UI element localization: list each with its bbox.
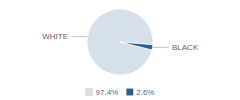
legend-item: 97.4% xyxy=(86,88,119,97)
pie xyxy=(87,9,153,75)
slice-label: BLACK xyxy=(172,43,199,52)
leader-line xyxy=(71,36,87,37)
pie-slice xyxy=(120,42,153,50)
legend-label: 2.6% xyxy=(136,88,154,97)
legend-label: 97.4% xyxy=(96,88,119,97)
legend-swatch xyxy=(126,89,133,96)
pie-slice xyxy=(87,9,153,75)
slice-label: WHITE xyxy=(42,32,68,41)
legend-item: 2.6% xyxy=(126,88,154,97)
legend-swatch xyxy=(86,89,93,96)
slice-labels: WHITE BLACK xyxy=(42,32,199,52)
leader-line xyxy=(153,47,169,48)
chart: WHITE BLACK 97.4% 2.6% xyxy=(0,0,240,100)
legend: 97.4% 2.6% xyxy=(86,88,155,97)
